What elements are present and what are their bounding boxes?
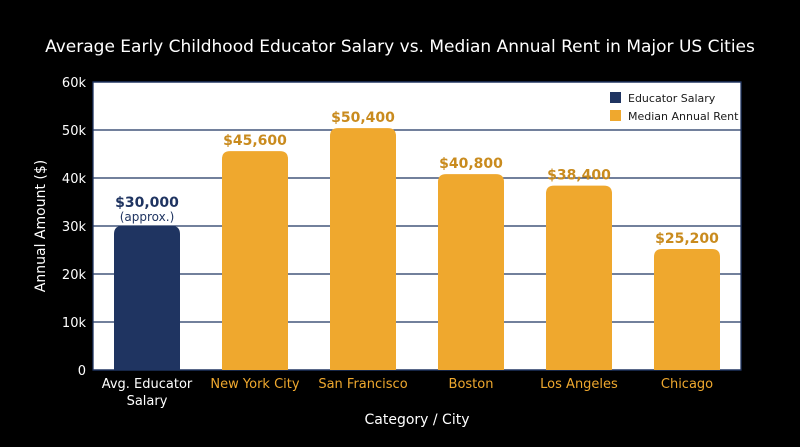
value-label: $50,400 — [331, 110, 395, 126]
legend-label-salary: Educator Salary — [628, 92, 716, 105]
bar — [330, 128, 396, 370]
value-label: $30,000 — [115, 195, 179, 211]
x-tick-label: Avg. Educator — [102, 377, 193, 392]
value-sublabel: (approx.) — [120, 210, 175, 224]
bar — [438, 174, 504, 370]
x-tick-label: Boston — [449, 377, 494, 392]
legend-swatch-salary — [610, 92, 621, 103]
x-tick-label: Chicago — [661, 377, 713, 392]
value-label: $40,800 — [439, 156, 503, 172]
x-tick-labels: Avg. Educator Salary New York City San Fran… — [102, 377, 713, 409]
y-tick-labels: 0 10k 20k 30k 40k 50k 60k — [62, 76, 87, 379]
x-tick-label: Salary — [127, 394, 168, 409]
legend-swatch-rent — [610, 110, 621, 121]
y-tick-label: 60k — [62, 76, 87, 91]
value-label: $45,600 — [223, 133, 287, 149]
y-tick-label: 30k — [62, 220, 87, 235]
bar — [222, 151, 288, 370]
y-tick-label: 40k — [62, 172, 87, 187]
x-axis-label: Category / City — [364, 412, 469, 428]
bars — [114, 128, 720, 370]
x-tick-label: Los Angeles — [540, 377, 618, 392]
plot-border — [92, 81, 742, 371]
bar — [654, 249, 720, 370]
value-labels: $30,000(approx.) $45,600 $50,400 $40,800 $38… — [115, 110, 719, 247]
x-tick-label: San Francisco — [318, 377, 407, 392]
legend: Educator Salary Median Annual Rent — [610, 92, 739, 123]
bar — [114, 226, 180, 370]
bar — [546, 185, 612, 370]
y-axis-label: Annual Amount ($) — [33, 160, 49, 292]
chart-title: Average Early Childhood Educator Salary … — [45, 37, 755, 57]
y-tick-label: 50k — [62, 124, 87, 139]
x-tick-label: New York City — [210, 377, 299, 392]
y-tick-label: 0 — [78, 364, 86, 379]
value-label: $25,200 — [655, 231, 719, 247]
gridlines — [92, 81, 742, 371]
y-tick-label: 10k — [62, 316, 87, 331]
y-tick-label: 20k — [62, 268, 87, 283]
legend-label-rent: Median Annual Rent — [628, 110, 739, 123]
value-label: $38,400 — [547, 168, 611, 184]
